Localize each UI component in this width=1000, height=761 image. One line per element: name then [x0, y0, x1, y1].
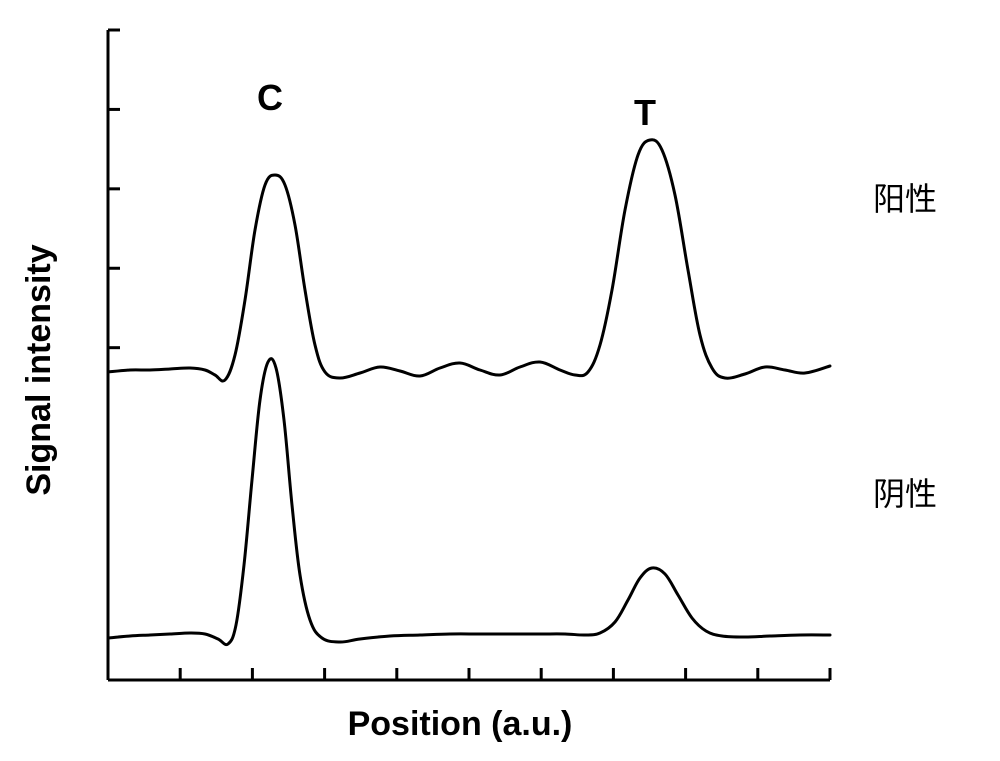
peak-label-c: C [257, 77, 283, 118]
peak-label-t: T [634, 92, 656, 133]
legend-negative: 阴性 [873, 476, 937, 512]
x-axis-label: Position (a.u.) [348, 705, 573, 743]
y-axis-label: Signal intensity [20, 244, 58, 495]
chart-svg: C T 阳性阴性 Signal intensity Position (a.u.) [0, 0, 1000, 761]
legend-positive: 阳性 [873, 181, 937, 217]
chart-container: C T 阳性阴性 Signal intensity Position (a.u.) [0, 0, 1000, 761]
